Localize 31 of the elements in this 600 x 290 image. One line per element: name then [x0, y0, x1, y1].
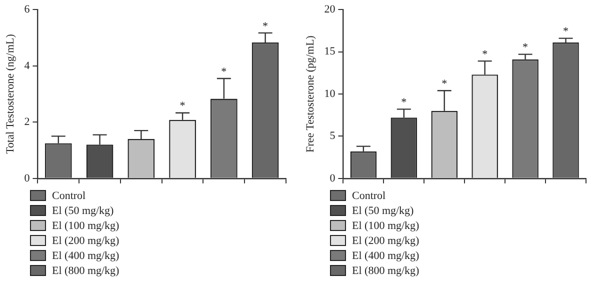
legend-label: El (50 mg/kg) — [52, 204, 114, 216]
y-axis-title: Total Testosterone (ng/mL) — [4, 34, 16, 154]
y-tick-label: 15 — [324, 46, 336, 58]
y-tick-label: 4 — [24, 60, 30, 72]
legend-label: El (200 mg/kg) — [52, 234, 120, 246]
legend-label: El (50 mg/kg) — [352, 204, 414, 216]
legend-label: Control — [352, 190, 386, 202]
legend-label: El (400 mg/kg) — [352, 250, 420, 262]
data-label: * — [180, 100, 186, 112]
data-label: * — [221, 66, 227, 78]
data-label: * — [482, 48, 488, 60]
legend-label: El (400 mg/kg) — [52, 250, 120, 262]
y-tick-label: 0 — [24, 172, 30, 184]
data-label: * — [522, 42, 528, 54]
legend-label: El (100 mg/kg) — [352, 220, 420, 232]
data-label: * — [442, 78, 448, 90]
y-tick-label: 0 — [330, 172, 336, 184]
y-tick-label: 6 — [24, 3, 30, 16]
y-axis-title: Free Testosterone (pg/mL) — [304, 35, 316, 152]
legend-label: El (200 mg/kg) — [352, 234, 420, 246]
legend-label: Control — [52, 190, 86, 202]
legend-label: El (800 mg/kg) — [352, 264, 420, 276]
y-tick-label: 5 — [330, 130, 336, 142]
y-tick-label: 2 — [24, 116, 30, 128]
legend-label: El (800 mg/kg) — [52, 264, 120, 276]
data-label: * — [401, 96, 407, 109]
y-tick-label: 20 — [324, 3, 336, 16]
data-label: * — [563, 26, 569, 38]
data-label: * — [262, 20, 268, 32]
legend-label: El (100 mg/kg) — [52, 220, 120, 232]
y-tick-label: 10 — [324, 88, 336, 100]
